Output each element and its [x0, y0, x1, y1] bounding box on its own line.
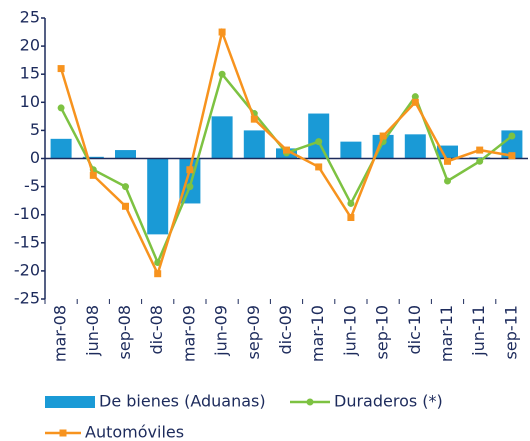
bar — [147, 158, 169, 235]
marker — [122, 183, 129, 191]
marker — [347, 199, 355, 207]
legend-label: De bienes (Aduanas) — [99, 392, 266, 411]
marker — [347, 214, 355, 222]
x-tick-label: jun-10 — [340, 305, 359, 357]
y-tick-label: -25 — [14, 289, 40, 308]
marker — [218, 70, 226, 78]
marker — [57, 104, 65, 112]
bar — [308, 113, 330, 159]
legend: De bienes (Aduanas) Duraderos (*) Automóvi… — [45, 392, 443, 441]
y-tick-label: 5 — [30, 120, 40, 139]
x-tick-label: jun-11 — [469, 305, 488, 357]
marker — [444, 177, 451, 185]
bar — [243, 130, 265, 159]
x-tick-label: sep-10 — [373, 305, 392, 359]
legend-label: Automóviles — [85, 423, 184, 441]
y-tick-label: -10 — [14, 204, 40, 223]
y-tick-label: -15 — [14, 232, 40, 251]
legend-item: Duraderos (*) — [290, 392, 443, 411]
marker — [508, 152, 516, 160]
bar — [82, 156, 104, 159]
marker — [283, 146, 290, 154]
legend-marker — [306, 398, 314, 406]
y-tick-label: 20 — [20, 36, 40, 55]
bar — [115, 150, 136, 159]
marker — [57, 65, 65, 73]
line — [59, 71, 513, 266]
y-tick-label: 25 — [20, 8, 40, 27]
marker — [218, 28, 226, 36]
legend-marker — [59, 429, 67, 437]
bar — [211, 116, 233, 159]
legend-label: Duraderos (*) — [334, 392, 443, 411]
y-tick-label: -20 — [14, 260, 40, 279]
y-tick-label: 10 — [20, 92, 40, 111]
x-tick-label: jun-09 — [212, 305, 231, 357]
x-tick-label: mar-09 — [179, 305, 198, 362]
marker — [154, 270, 162, 278]
marker — [89, 171, 97, 179]
marker — [250, 115, 258, 123]
marker — [186, 183, 194, 191]
y-tick-label: -5 — [24, 176, 40, 195]
y-tick-label: 0 — [30, 148, 40, 167]
marker — [315, 138, 323, 146]
x-tick-label: jun-08 — [83, 305, 102, 357]
marker — [122, 202, 129, 210]
x-tick-label: dic-08 — [147, 305, 166, 355]
marker — [411, 98, 419, 106]
bar — [340, 141, 362, 159]
bar — [437, 145, 458, 159]
marker — [508, 132, 516, 140]
marker — [379, 132, 387, 140]
x-tick-label: mar-11 — [437, 305, 456, 362]
marker — [476, 146, 484, 154]
x-tick-label: dic-09 — [276, 305, 295, 355]
bar — [404, 134, 426, 159]
x-tick-label: sep-11 — [501, 305, 520, 359]
bar — [50, 138, 72, 159]
x-tick-label: sep-09 — [244, 305, 263, 359]
marker — [476, 157, 484, 165]
marker — [186, 166, 194, 174]
x-tick-label: mar-10 — [308, 305, 327, 362]
bar — [501, 130, 523, 159]
marker — [411, 93, 419, 101]
y-tick-label: 15 — [20, 64, 40, 83]
legend-item: Automóviles — [45, 423, 184, 441]
marker — [444, 157, 451, 165]
x-tick-label: mar-08 — [51, 305, 70, 362]
marker — [315, 163, 323, 171]
legend-item: De bienes (Aduanas) — [45, 392, 266, 411]
x-tick-label: sep-08 — [115, 305, 134, 359]
x-tick-label: dic-10 — [405, 305, 424, 355]
legend-swatch — [45, 396, 95, 408]
